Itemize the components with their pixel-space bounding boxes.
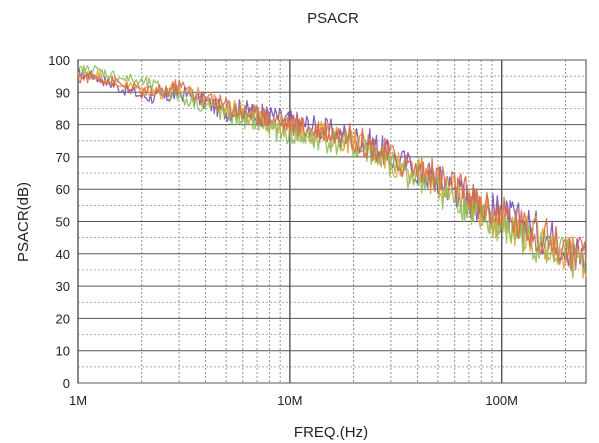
x-tick-label: 100M [485,393,518,408]
y-ticks: 0 10 20 30 40 50 60 70 80 90 100 [48,53,70,391]
y-tick-label: 90 [56,85,70,100]
chart-title: PSACR [307,10,359,27]
x-ticks: 1M 10M 100M [69,393,518,408]
series-layer [77,64,587,279]
y-tick-label: 30 [56,279,70,294]
series-line-4 [77,71,587,272]
y-tick-label: 20 [56,311,70,326]
y-tick-label: 10 [56,344,70,359]
x-axis-label: FREQ.(Hz) [294,424,368,441]
x-tick-label: 10M [277,393,302,408]
y-axis-label: PSACR(dB) [15,182,32,262]
y-tick-label: 50 [56,215,70,230]
y-tick-label: 0 [63,376,70,391]
y-tick-label: 70 [56,150,70,165]
y-tick-label: 40 [56,247,70,262]
x-tick-label: 1M [69,393,87,408]
y-tick-label: 100 [48,53,70,68]
y-tick-label: 80 [56,118,70,133]
y-tick-label: 60 [56,182,70,197]
